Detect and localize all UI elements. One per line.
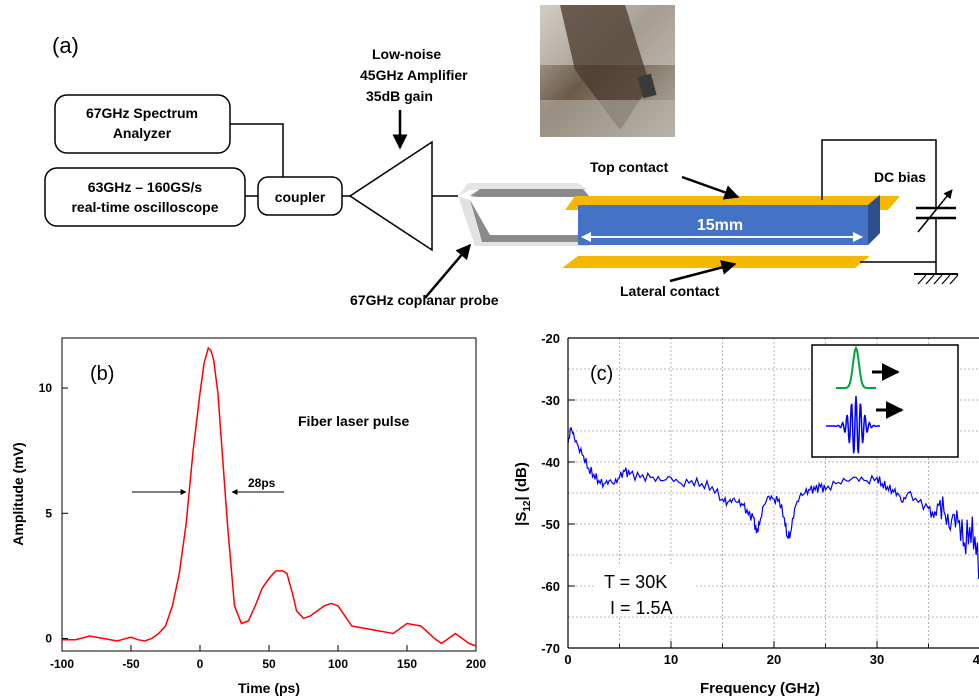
pulse-inset — [811, 344, 959, 458]
panel-a: (a) 67GHz Spectrum Analyzer 63GHz – 160G… — [44, 5, 959, 308]
oscilloscope-line1: 63GHz – 160GS/s — [88, 179, 203, 195]
plot-c-ytick-label: -70 — [541, 641, 560, 656]
plot-c-xtick-label: 0 — [564, 652, 571, 667]
plot-c-xtick-label: 20 — [767, 652, 781, 667]
panel-c-label: (c) — [590, 363, 613, 385]
plot-b-ytick-label: 5 — [45, 506, 52, 520]
probe-photo — [540, 5, 675, 137]
amplifier-line2: 45GHz Amplifier — [360, 67, 468, 83]
plot-b-xtick-label: -100 — [50, 657, 74, 671]
top-contact-label: Top contact — [590, 159, 669, 175]
plot-b-xtick-label: -50 — [122, 657, 140, 671]
probe-label: 67GHz coplanar probe — [350, 292, 499, 308]
fiber-laser-pulse-series — [62, 346, 477, 647]
plot-c-ylabel-suffix: | (dB) — [513, 462, 530, 500]
temperature-annotation: T = 30K — [604, 572, 667, 592]
plot-c-ylabel: |S12| (dB) — [513, 462, 533, 526]
plot-c-ticks: 0 10 20 30 40 -20 -30 -40 -50 -60 -70 — [541, 331, 979, 667]
spectrum-wire — [230, 123, 284, 177]
plot-b-xtick-label: 200 — [466, 657, 486, 671]
plot-b-xtick-label: 100 — [328, 657, 348, 671]
plot-c-xlabel: Frequency (GHz) — [700, 680, 820, 697]
amplifier-triangle — [348, 140, 433, 252]
plot-b-ylabel: Amplitude (mV) — [10, 442, 26, 545]
variable-arrow — [917, 189, 953, 233]
panel-b: -100 -50 0 50 100 150 200 0 5 10 (b) Fiber laser … — [10, 337, 487, 696]
dc-bias-label: DC bias — [874, 169, 926, 185]
plot-c-ylabel-sub: 12 — [522, 500, 533, 512]
top-contact-arrow — [681, 175, 740, 200]
plot-c-ylabel-prefix: |S — [513, 512, 530, 526]
amplifier-line1: Low-noise — [372, 46, 441, 62]
plot-b-xtick-label: 0 — [197, 657, 204, 671]
s12-series — [567, 427, 979, 580]
plot-c-xtick-label: 10 — [664, 652, 678, 667]
lateral-contact-arrow — [669, 260, 737, 283]
lateral-contact-label: Lateral contact — [620, 283, 720, 299]
panel-b-label: (b) — [90, 363, 114, 385]
panel-c: 010203040-20-30-40-50-60-70 (c) T = 30K … — [513, 331, 979, 697]
plot-b-xlabel: Time (ps) — [238, 680, 300, 696]
annotation-background — [594, 566, 694, 616]
current-annotation: I = 1.5A — [610, 598, 673, 618]
amplifier-line3: 35dB gain — [366, 88, 433, 104]
ground-hatch — [917, 274, 959, 285]
plot-b-frame — [61, 337, 477, 652]
coplanar-probe — [458, 183, 590, 246]
spectrum-analyzer-line1: 67GHz Spectrum — [86, 105, 198, 121]
plot-b-ytick-label: 10 — [39, 381, 53, 395]
spectrum-analyzer-line2: Analyzer — [113, 125, 172, 141]
oscilloscope-box — [44, 167, 246, 227]
device-end — [868, 195, 880, 245]
oscilloscope-line2: real-time oscilloscope — [71, 199, 218, 215]
plot-c-grid — [568, 338, 979, 648]
plot-c-xtick-label: 30 — [870, 652, 884, 667]
coupler-label: coupler — [275, 189, 326, 205]
plot-c-xtick-label: 40 — [973, 652, 979, 667]
spectrum-analyzer-box — [54, 94, 231, 154]
bias-wire-top — [821, 139, 937, 208]
plot-c-ytick-label: -30 — [541, 393, 560, 408]
plot-c-ytick-label: -50 — [541, 517, 560, 532]
output-pulse-icon — [826, 395, 880, 454]
plot-b-xtick-label: 50 — [262, 657, 276, 671]
panel-a-label: (a) — [52, 33, 79, 58]
plot-b-ytick-label: 0 — [45, 631, 52, 645]
fwhm-annotation: 28ps — [248, 476, 276, 490]
plot-c-ytick-label: -20 — [541, 331, 560, 346]
probe-arrow — [424, 243, 471, 299]
plot-b-ticks: -100 -50 0 50 100 150 200 0 5 10 — [39, 381, 487, 671]
input-pulse-icon — [836, 345, 876, 389]
lateral-contact-strip — [562, 256, 870, 268]
inset-frame — [811, 344, 959, 458]
plot-c-ytick-label: -40 — [541, 455, 560, 470]
length-label: 15mm — [697, 217, 743, 234]
plot-b-xtick-label: 150 — [397, 657, 417, 671]
plot-c-ytick-label: -60 — [541, 579, 560, 594]
fiber-laser-annotation: Fiber laser pulse — [298, 413, 409, 429]
